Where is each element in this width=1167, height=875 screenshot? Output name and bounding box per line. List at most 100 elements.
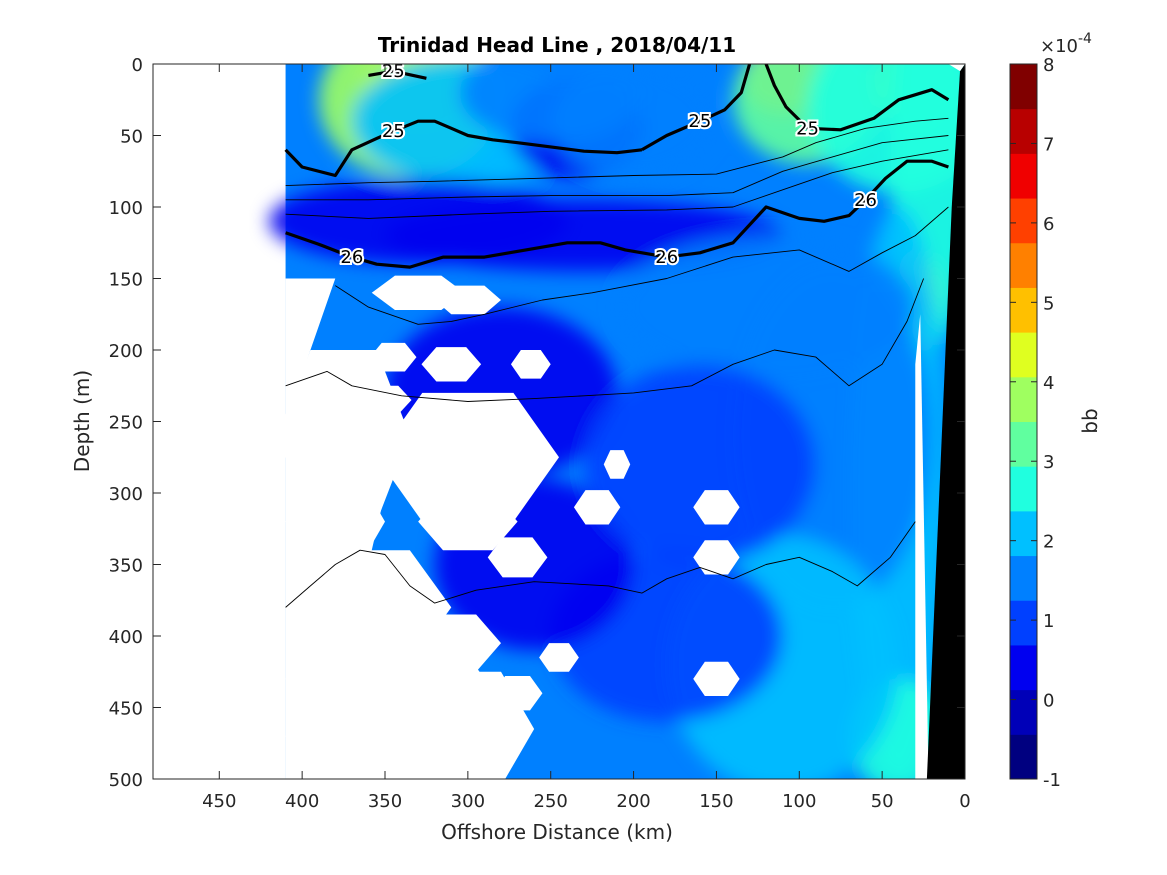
colorbar-segment — [1010, 376, 1037, 422]
density-contour — [285, 135, 949, 201]
colorbar-exponent: ×10-4 — [1040, 31, 1092, 57]
contour-label: 26 — [655, 247, 678, 268]
colorbar-tick-label: 5 — [1043, 293, 1054, 314]
x-axis-label: Offshore Distance (km) — [441, 820, 673, 844]
density-contour — [284, 119, 643, 178]
y-tick-label: 300 — [109, 484, 143, 505]
density-contour — [285, 159, 949, 269]
x-tick-label: 50 — [871, 791, 894, 812]
x-tick-label: 350 — [368, 791, 402, 812]
colorbar-exponent-power: -4 — [1078, 31, 1092, 47]
x-tick-label: 300 — [451, 791, 485, 812]
nodata-corner — [948, 64, 965, 72]
nodata-hole — [603, 450, 631, 479]
bathymetry-mask — [926, 64, 965, 779]
colorbar-segment — [1010, 287, 1037, 333]
colorbar-tick-label: 6 — [1043, 214, 1054, 235]
colorbar-segment — [1010, 510, 1037, 557]
y-tick-label: 450 — [109, 699, 143, 720]
y-tick-label: 350 — [109, 556, 143, 577]
colorbar-label: bb — [1078, 408, 1102, 433]
colorbar-segment — [1010, 734, 1037, 780]
y-tick-label: 150 — [109, 270, 143, 291]
density-contour — [285, 117, 949, 187]
density-contour — [764, 64, 950, 132]
nodata-hole — [693, 661, 740, 697]
y-axis: 0 50 100 150 200 250 300 350 400 450 500 — [109, 55, 965, 791]
nodata-hole — [418, 493, 518, 551]
colorbar-segment — [1010, 198, 1037, 244]
colorbar-tick-label: 3 — [1043, 452, 1054, 473]
nodata-hole — [573, 490, 621, 525]
contour-label: 25 — [382, 61, 405, 82]
colorbar-segment — [1010, 242, 1037, 288]
nodata-hole — [434, 285, 501, 315]
nodata-hole — [421, 347, 482, 382]
colorbar-segment — [1010, 421, 1037, 467]
contour-labels: 25 25 25 25 26 26 26 — [338, 59, 879, 270]
y-tick-label: 50 — [120, 127, 143, 148]
colorbar-exponent-base: ×10 — [1040, 36, 1078, 57]
nodata-hole — [285, 693, 385, 779]
colorbar-tick-label: 1 — [1043, 611, 1054, 632]
y-tick-label: 200 — [109, 341, 143, 362]
contour-label: 26 — [854, 190, 877, 211]
contour-label: 26 — [340, 247, 363, 268]
nodata-hole — [693, 540, 740, 575]
density-contour — [335, 206, 949, 325]
x-tick-label: 450 — [202, 791, 236, 812]
nodata-hole — [539, 643, 579, 672]
colorbar-segment — [1010, 153, 1037, 199]
y-tick-label: 400 — [109, 627, 143, 648]
y-tick-label: 100 — [109, 198, 143, 219]
colorbar-tick-label: 0 — [1043, 691, 1054, 712]
density-contour — [285, 149, 949, 219]
density-contours — [284, 64, 950, 608]
nodata-hole — [693, 490, 740, 525]
chart-title: Trinidad Head Line , 2018/04/11 — [378, 33, 736, 57]
y-tick-label: 500 — [109, 770, 143, 791]
y-tick-label: 0 — [132, 55, 143, 76]
y-tick-label: 250 — [109, 413, 143, 434]
x-tick-label: 400 — [285, 791, 319, 812]
colorbar-segment — [1010, 600, 1037, 646]
nodata-hole — [376, 392, 559, 522]
colorbar-segment — [1010, 64, 1037, 110]
contour-label: 25 — [688, 111, 711, 132]
field-blob — [550, 64, 717, 179]
density-contour — [285, 521, 916, 608]
colorbar-tick-label: 8 — [1043, 55, 1054, 76]
y-axis-label: Depth (m) — [70, 370, 94, 472]
density-contour — [368, 69, 427, 80]
colorbar-segment — [1010, 332, 1037, 378]
colorbar-segment — [1010, 689, 1037, 735]
colorbar: -1 0 1 2 3 4 5 6 7 8 — [1009, 55, 1061, 791]
nodata-coast — [915, 314, 929, 779]
colorbar-segment — [1010, 644, 1037, 691]
colorbar-segment — [1010, 466, 1037, 512]
nodata-hole — [510, 350, 551, 379]
density-contour — [641, 64, 752, 152]
colorbar-tick-label: 2 — [1043, 532, 1054, 553]
colorbar-frame — [1009, 63, 1038, 780]
colorbar-tick-label: 7 — [1043, 134, 1054, 155]
colorbar-tick-label: -1 — [1043, 770, 1061, 791]
x-tick-label: 200 — [616, 791, 650, 812]
contour-label: 25 — [796, 118, 819, 139]
colorbar-segment — [1010, 108, 1037, 154]
nodata-hole — [487, 537, 548, 578]
x-tick-label: 250 — [534, 791, 568, 812]
nodata-hole — [492, 676, 543, 711]
bb-field — [269, 64, 965, 779]
x-tick-label: 150 — [699, 791, 733, 812]
contour-label: 25 — [382, 121, 405, 142]
x-tick-label: 100 — [782, 791, 816, 812]
x-tick-label: 0 — [959, 791, 970, 812]
colorbar-segment — [1010, 555, 1037, 601]
nodata-hole — [285, 478, 385, 565]
nodata-hole — [277, 350, 410, 522]
field-blob — [583, 364, 816, 565]
colorbar-tick-label: 4 — [1043, 373, 1054, 394]
x-axis: 450 400 350 300 250 200 150 100 50 0 — [202, 64, 971, 812]
